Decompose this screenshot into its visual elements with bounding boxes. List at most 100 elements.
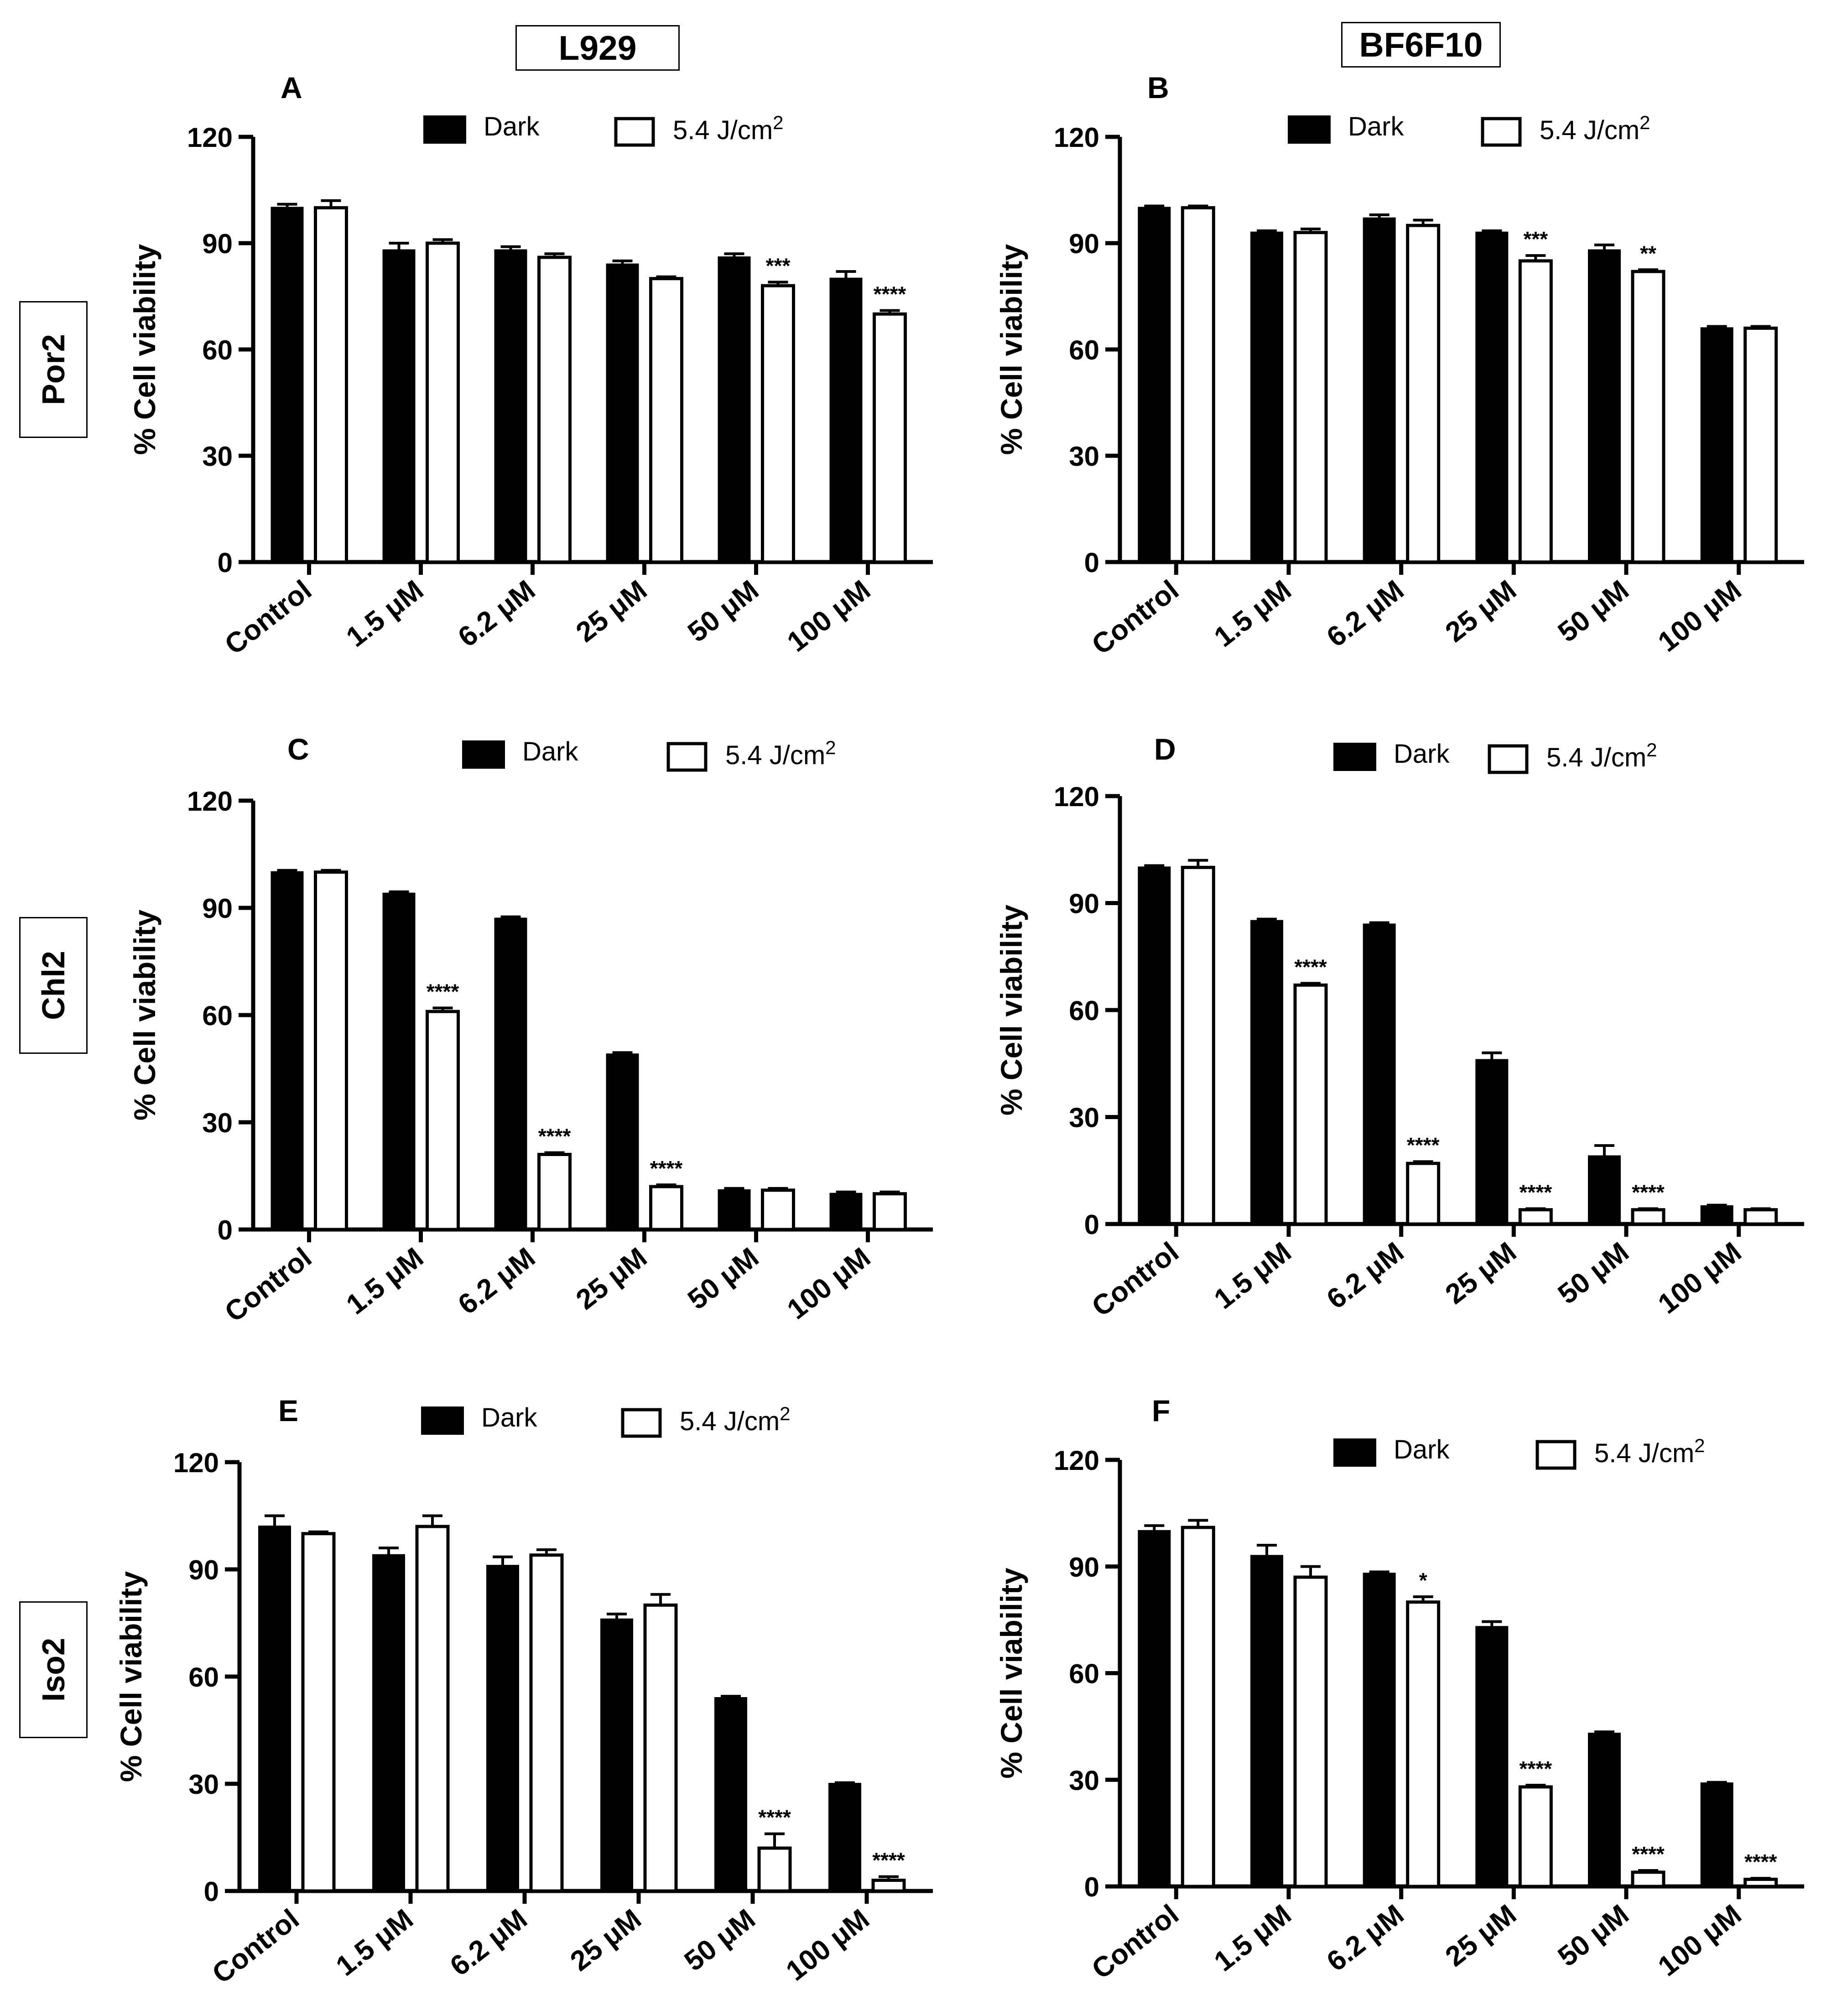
x-tick-label: 100 μM bbox=[1652, 1899, 1747, 1983]
bar-light bbox=[426, 241, 460, 564]
x-tick-label: 100 μM bbox=[781, 574, 876, 658]
bar-dark bbox=[1250, 231, 1283, 563]
x-tick-label: 1.5 μM bbox=[1208, 574, 1297, 653]
legend-swatch-light bbox=[1481, 117, 1522, 147]
y-tick-label: 0 bbox=[1084, 1872, 1099, 1902]
y-tick-label: 30 bbox=[188, 1769, 219, 1800]
bar-light bbox=[873, 1192, 907, 1231]
legend-label-light: 5.4 J/cm2 bbox=[680, 1403, 791, 1436]
x-tick-label: 6.2 μM bbox=[444, 1903, 533, 1982]
bar-dark bbox=[606, 1053, 639, 1231]
bar-dark bbox=[1363, 923, 1396, 1225]
column-header-label: L929 bbox=[558, 29, 637, 67]
y-tick-label: 60 bbox=[188, 1662, 219, 1693]
x-tick-label: 50 μM bbox=[1552, 574, 1635, 649]
significance-label: **** bbox=[1520, 1180, 1552, 1204]
bar-dark bbox=[1363, 217, 1396, 563]
legend-label-dark: Dark bbox=[481, 1403, 537, 1433]
legend-swatch-dark bbox=[1333, 743, 1376, 771]
x-tick-label: 50 μM bbox=[682, 1242, 765, 1316]
x-tick-label: 1.5 μM bbox=[341, 574, 430, 653]
legend-swatch-dark bbox=[423, 115, 466, 144]
legend-label-light: 5.4 J/cm2 bbox=[673, 112, 784, 145]
bar-dark bbox=[271, 871, 304, 1230]
column-header-l929: L929 bbox=[515, 25, 680, 71]
bar-dark bbox=[382, 249, 416, 563]
panel-letter: F bbox=[1152, 1394, 1170, 1427]
bar-light bbox=[537, 255, 572, 564]
x-tick-label: 6.2 μM bbox=[1321, 1899, 1410, 1978]
legend-label-dark: Dark bbox=[1394, 739, 1450, 769]
bar-light bbox=[1631, 1208, 1665, 1226]
bar-dark bbox=[1588, 249, 1621, 563]
y-tick-label: 0 bbox=[204, 1876, 219, 1907]
legend-label-superscript: 2 bbox=[1646, 739, 1657, 761]
y-axis-label: % Cell viability bbox=[128, 910, 161, 1120]
x-tick-label: 6.2 μM bbox=[453, 574, 541, 653]
y-tick-label: 90 bbox=[188, 1555, 219, 1585]
bar-dark bbox=[1138, 866, 1171, 1225]
x-tick-label: 1.5 μM bbox=[1208, 1899, 1297, 1978]
bar-dark bbox=[718, 256, 751, 563]
chart-panel-d: D Dark 5.4 J/cm2 0 30 60 90 120 % Cell viability… bbox=[994, 732, 1804, 1323]
significance-label: **** bbox=[1407, 1133, 1440, 1157]
chart-panel-b: B Dark 5.4 J/cm2 0 30 60 90 120 % Cell viability… bbox=[994, 71, 1804, 661]
legend-label-dark: Dark bbox=[522, 737, 578, 766]
bar-dark bbox=[714, 1697, 747, 1892]
legend-label-superscript: 2 bbox=[1639, 112, 1650, 133]
bar-light bbox=[537, 1153, 572, 1231]
significance-label: * bbox=[1419, 1568, 1427, 1592]
bar-light bbox=[1293, 1575, 1328, 1888]
bar-dark bbox=[372, 1554, 405, 1892]
legend-swatch-dark bbox=[462, 740, 505, 769]
chart-panel-c: C Dark 5.4 J/cm2 0 30 60 90 120 % Cell viability… bbox=[128, 732, 933, 1328]
panel-letter: B bbox=[1147, 71, 1169, 104]
bar-dark bbox=[1138, 207, 1171, 563]
legend-swatch-dark bbox=[1288, 115, 1331, 144]
row-label-chl2: Chl2 bbox=[19, 917, 88, 1054]
significance-label: **** bbox=[874, 282, 906, 306]
legend-swatch-dark bbox=[1333, 1438, 1376, 1467]
x-tick-label: 50 μM bbox=[682, 574, 765, 649]
y-tick-label: 0 bbox=[1084, 1209, 1099, 1240]
y-tick-label: 60 bbox=[202, 1000, 233, 1031]
y-tick-label: 30 bbox=[202, 1108, 233, 1138]
y-tick-label: 90 bbox=[202, 229, 233, 259]
legend-label-superscript: 2 bbox=[825, 737, 836, 758]
significance-label: **** bbox=[1632, 1842, 1665, 1866]
y-tick-label: 90 bbox=[202, 893, 233, 924]
bar-dark bbox=[494, 917, 527, 1230]
bar-dark bbox=[1588, 1155, 1621, 1225]
bar-light bbox=[1743, 1208, 1778, 1226]
legend-swatch-light bbox=[621, 1408, 662, 1438]
chart-panel-a: A Dark 5.4 J/cm2 0 30 60 90 120 % Cell viability… bbox=[128, 71, 933, 661]
bar-light bbox=[415, 1525, 450, 1893]
x-tick-label: Control bbox=[206, 1903, 305, 1990]
bar-dark bbox=[1250, 1555, 1283, 1887]
legend-label-light: 5.4 J/cm2 bbox=[1594, 1435, 1705, 1468]
significance-label: *** bbox=[766, 254, 791, 277]
y-tick-label: 30 bbox=[1069, 1103, 1099, 1133]
bar-light bbox=[1518, 259, 1553, 564]
bar-light bbox=[757, 1846, 792, 1893]
y-tick-label: 90 bbox=[1069, 229, 1099, 259]
bar-dark bbox=[718, 1189, 751, 1230]
y-tick-label: 60 bbox=[1069, 1659, 1099, 1689]
significance-label: **** bbox=[1632, 1180, 1665, 1204]
x-tick-label: 6.2 μM bbox=[1321, 1236, 1410, 1315]
bar-light bbox=[643, 1603, 678, 1893]
bar-light bbox=[1181, 1526, 1215, 1888]
y-tick-label: 120 bbox=[187, 786, 233, 817]
legend-label-superscript: 2 bbox=[780, 1403, 790, 1424]
y-tick-label: 30 bbox=[1069, 441, 1099, 472]
y-tick-label: 60 bbox=[1069, 335, 1099, 365]
bar-dark bbox=[1475, 1059, 1509, 1225]
y-tick-label: 60 bbox=[1069, 995, 1099, 1026]
legend-label-superscript: 2 bbox=[1694, 1435, 1705, 1456]
bar-dark bbox=[1475, 1626, 1509, 1887]
bar-dark bbox=[382, 892, 416, 1230]
bar-light bbox=[1181, 206, 1215, 564]
y-axis-label: % Cell viability bbox=[994, 1568, 1028, 1778]
bar-light bbox=[301, 1532, 336, 1893]
bar-dark bbox=[606, 263, 639, 563]
